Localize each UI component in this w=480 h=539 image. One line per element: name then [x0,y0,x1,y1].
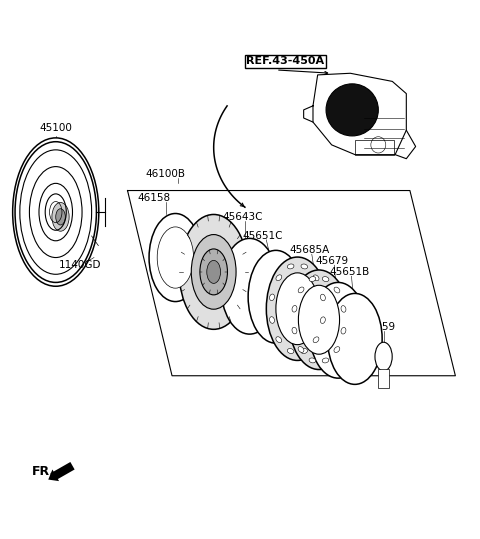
Text: FR.: FR. [32,465,55,478]
Ellipse shape [207,260,221,284]
Ellipse shape [288,264,294,269]
Ellipse shape [322,277,329,281]
Ellipse shape [321,294,325,301]
Ellipse shape [157,227,193,288]
Ellipse shape [200,249,228,295]
Ellipse shape [12,138,99,286]
Ellipse shape [289,270,349,370]
Text: REF.43-450A: REF.43-450A [246,56,324,66]
Ellipse shape [341,327,346,334]
Text: 1140GD: 1140GD [59,260,101,270]
Ellipse shape [313,337,319,343]
Text: 45644: 45644 [254,280,288,290]
Ellipse shape [149,213,202,301]
Ellipse shape [52,203,69,231]
Ellipse shape [310,282,367,378]
Ellipse shape [298,287,304,293]
Bar [378,369,389,388]
Ellipse shape [292,306,297,312]
Ellipse shape [276,337,282,343]
Ellipse shape [334,287,340,293]
Ellipse shape [309,358,316,363]
Ellipse shape [301,264,308,269]
Ellipse shape [248,250,304,343]
Ellipse shape [221,238,278,334]
Ellipse shape [56,209,65,225]
Ellipse shape [299,285,339,354]
Ellipse shape [276,273,319,344]
Ellipse shape [301,349,308,354]
Ellipse shape [191,234,236,309]
Ellipse shape [326,84,378,136]
Ellipse shape [288,349,294,354]
Text: 45685A: 45685A [289,245,330,255]
Text: 45643C: 45643C [222,212,263,222]
Ellipse shape [276,275,282,281]
Text: 45651C: 45651C [243,231,283,241]
Ellipse shape [322,358,329,363]
Text: 46159: 46159 [362,322,396,332]
Text: 45679: 45679 [315,257,348,266]
Ellipse shape [334,347,340,353]
Ellipse shape [313,275,319,281]
Ellipse shape [266,257,328,361]
Ellipse shape [298,347,304,353]
Text: 45651B: 45651B [329,267,369,278]
Ellipse shape [179,215,248,329]
Ellipse shape [375,342,392,371]
Ellipse shape [341,306,346,312]
FancyArrow shape [48,462,74,481]
Ellipse shape [320,317,325,323]
Ellipse shape [270,294,275,301]
Text: 46100B: 46100B [146,169,186,179]
Ellipse shape [270,317,275,323]
Bar [355,140,394,155]
Text: 45100: 45100 [39,123,72,133]
Ellipse shape [327,293,382,384]
Ellipse shape [292,327,297,334]
Ellipse shape [309,277,316,281]
Text: 46158: 46158 [137,193,170,203]
